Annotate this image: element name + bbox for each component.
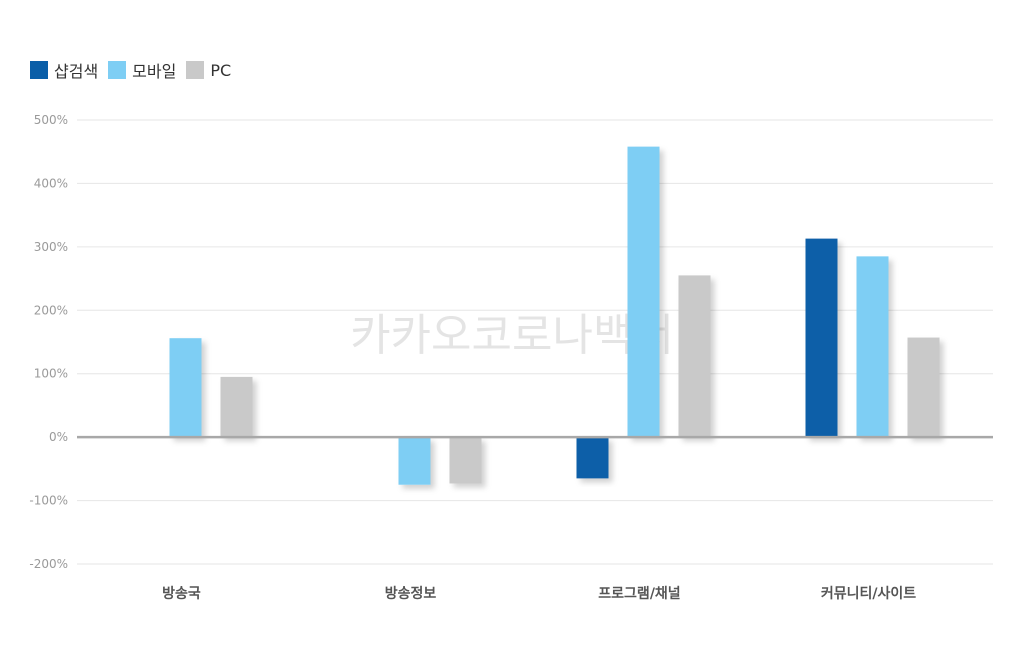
bar[interactable] bbox=[576, 437, 609, 479]
x-category-label: 방송정보 bbox=[385, 585, 437, 602]
legend-label-mobile: 모바일 bbox=[132, 62, 177, 81]
bar[interactable] bbox=[220, 376, 253, 438]
bar[interactable] bbox=[169, 338, 202, 438]
legend-item-shop-search[interactable]: 샵검색 bbox=[30, 58, 98, 82]
bar[interactable] bbox=[398, 437, 431, 485]
y-tick-label: -100% bbox=[29, 494, 68, 508]
y-tick-label: 500% bbox=[34, 113, 68, 127]
bar[interactable] bbox=[678, 275, 711, 438]
y-tick-label: 100% bbox=[34, 367, 68, 381]
bar[interactable] bbox=[805, 238, 838, 438]
bar[interactable] bbox=[449, 437, 482, 484]
y-tick-label: -200% bbox=[29, 557, 68, 571]
chart-legend: 샵검색 모바일 PC bbox=[30, 58, 241, 82]
bar[interactable] bbox=[627, 146, 660, 438]
y-tick-label: 400% bbox=[34, 176, 68, 190]
watermark-text: 카카오코로나백서 bbox=[350, 310, 674, 361]
x-category-label: 커뮤니티/사이트 bbox=[821, 585, 916, 602]
y-tick-label: 0% bbox=[49, 430, 68, 444]
legend-swatch-mobile bbox=[108, 61, 127, 79]
y-tick-label: 300% bbox=[34, 240, 68, 254]
legend-item-pc[interactable]: PC bbox=[186, 61, 231, 80]
label-layer: 500% 400% 300% 200% 100% 0% -100% -200% 방송국 방송정보 프… bbox=[29, 113, 916, 602]
bar-layer bbox=[169, 146, 940, 485]
legend-label-shop-search: 샵검색 bbox=[54, 62, 99, 81]
legend-label-pc: PC bbox=[210, 60, 232, 80]
grid-layer bbox=[77, 119, 993, 565]
x-category-label: 방송국 bbox=[162, 585, 201, 602]
x-category-label: 프로그램/채널 bbox=[598, 585, 680, 602]
legend-swatch-shop-search bbox=[30, 61, 48, 79]
y-tick-label: 200% bbox=[34, 303, 68, 317]
bar[interactable] bbox=[856, 256, 889, 438]
legend-swatch-pc bbox=[186, 61, 205, 79]
legend-item-mobile[interactable]: 모바일 bbox=[108, 58, 176, 82]
bar[interactable] bbox=[907, 337, 940, 438]
